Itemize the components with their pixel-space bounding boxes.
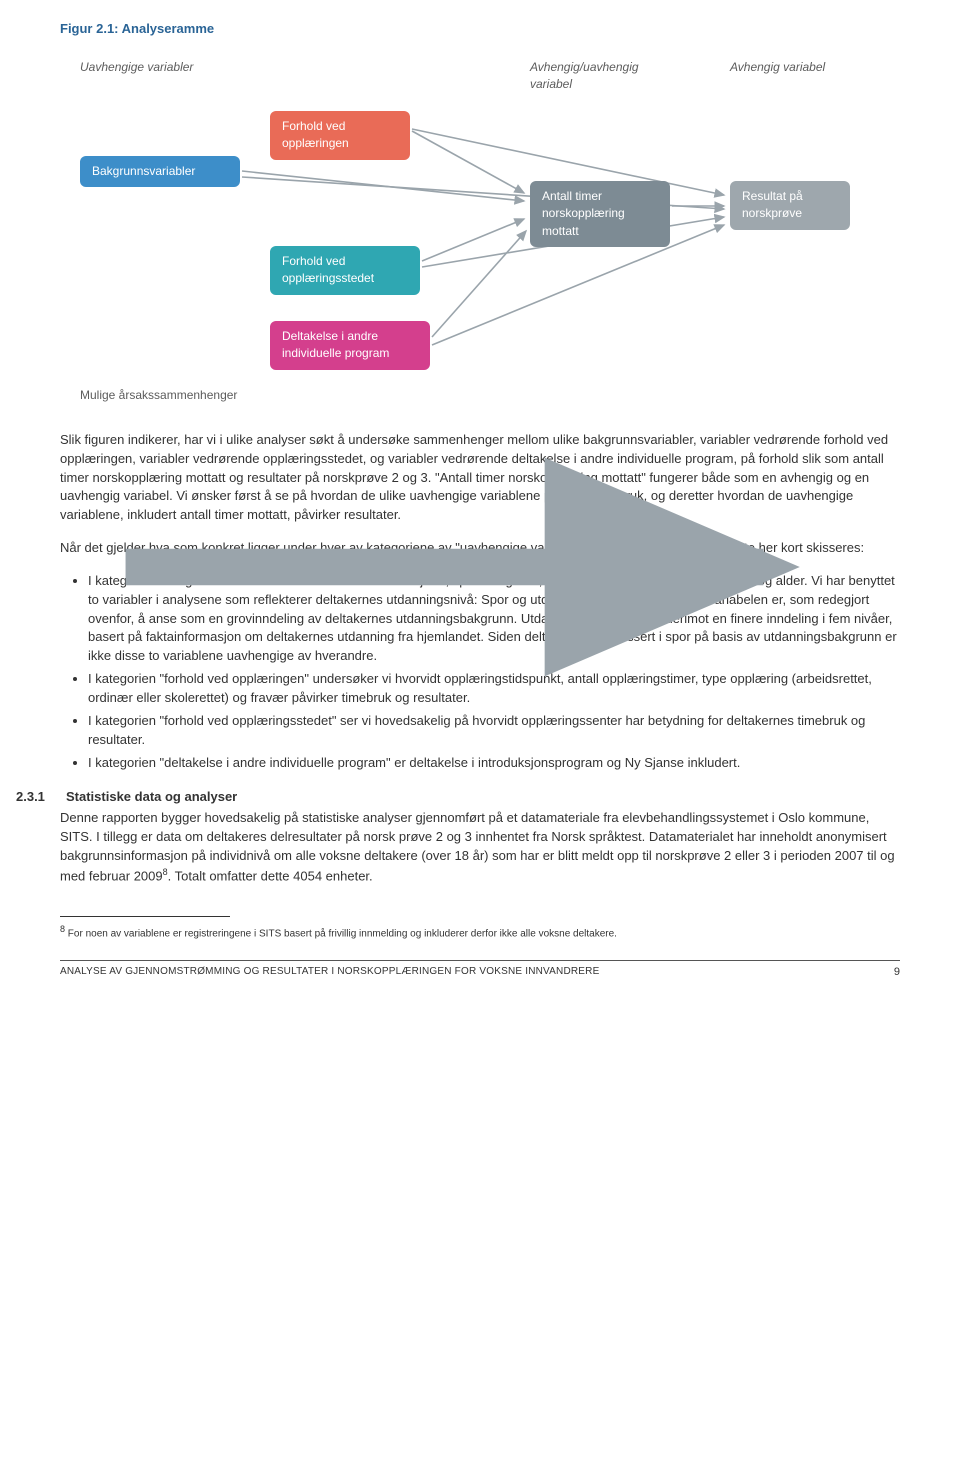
node-forhold-opplaeringsstedet: Forhold ved opplæringsstedet (270, 246, 420, 295)
bullet-4: I kategorien "deltakelse i andre individ… (88, 754, 900, 773)
footnote: 8 For noen av variablene er registrering… (60, 923, 900, 942)
legend: Mulige årsakssammenhenger (80, 387, 237, 404)
col-label-dependent: Avhengig variabel (730, 59, 825, 76)
node-resultat: Resultat på norskprøve (730, 181, 850, 230)
footer-left: ANALYSE AV GJENNOMSTRØMMING OG RESULTATE… (60, 965, 599, 980)
footnote-separator (60, 916, 230, 917)
node-deltakelse: Deltakelse i andre individuelle program (270, 321, 430, 370)
footer-page-number: 9 (894, 965, 900, 981)
figure-title: Figur 2.1: Analyseramme (60, 20, 900, 39)
analysis-diagram: Uavhengige variabler Avhengig/uavhengig … (60, 51, 880, 411)
col-label-independent: Uavhengige variabler (80, 59, 193, 76)
section-number: 2.3.1 (16, 788, 60, 807)
footnote-text: For noen av variablene er registreringen… (65, 928, 617, 939)
section-heading: 2.3.1 Statistiske data og analyser (60, 788, 900, 807)
section-body: Denne rapporten bygger hovedsakelig på s… (60, 809, 900, 886)
col-label-dep-indep: Avhengig/uavhengig variabel (530, 59, 680, 94)
node-bakgrunnsvariabler: Bakgrunnsvariabler (80, 156, 240, 187)
node-forhold-opplaeringen: Forhold ved opplæringen (270, 111, 410, 160)
diagram-arrows (60, 51, 880, 411)
section-body-b: . Totalt omfatter dette 4054 enheter. (168, 868, 373, 883)
page-footer: ANALYSE AV GJENNOMSTRØMMING OG RESULTATE… (60, 960, 900, 981)
node-antall-timer: Antall timer norskopplæring mottatt (530, 181, 670, 247)
section-title: Statistiske data og analyser (66, 788, 237, 807)
